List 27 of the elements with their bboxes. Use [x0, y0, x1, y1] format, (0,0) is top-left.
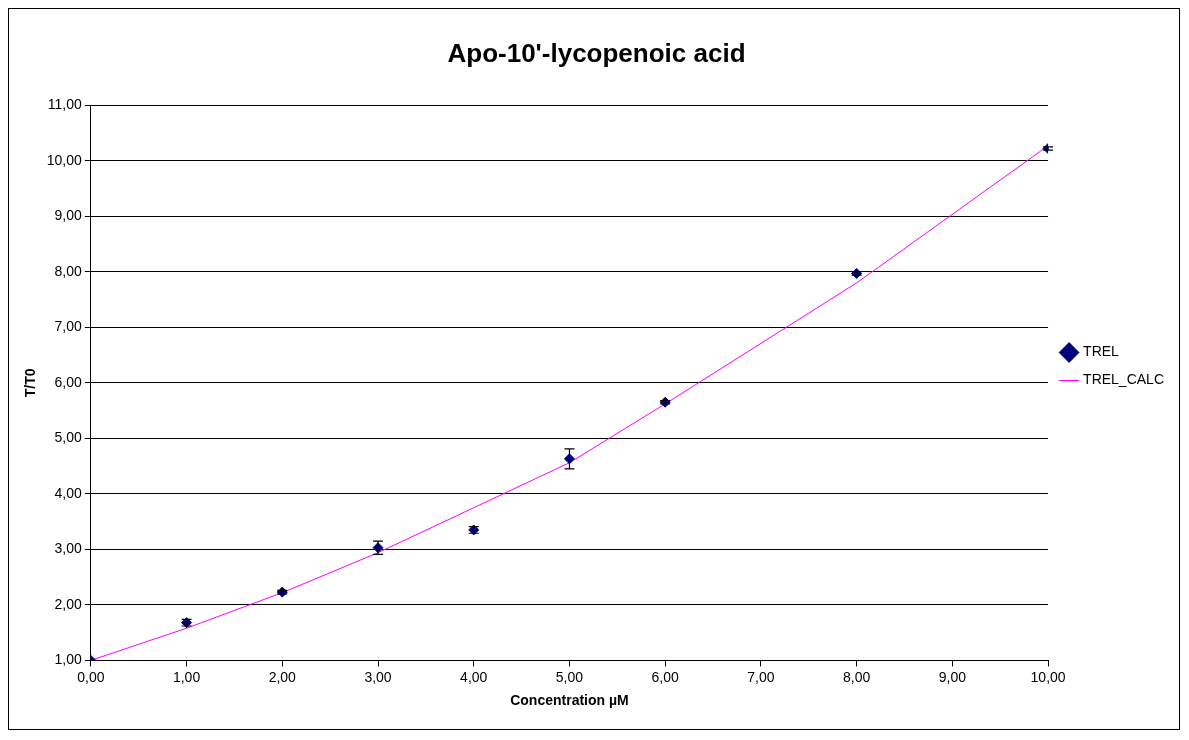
x-tick-label: 6,00 [651, 668, 680, 685]
x-tick-label: 9,00 [938, 668, 967, 685]
y-tick-label: 6,00 [54, 373, 83, 390]
x-tick-label: 7,00 [747, 668, 775, 685]
y-tick-label: 3,00 [54, 540, 83, 557]
x-tick-label: 10,00 [1030, 668, 1066, 685]
chart-title: Apo-10'-lycopenoic acid [447, 37, 746, 68]
x-tick-label: 0,00 [77, 668, 105, 685]
y-tick-label: 5,00 [54, 429, 83, 446]
y-tick-label: 1,00 [54, 651, 83, 668]
y-axis-title: T/T0 [22, 368, 39, 398]
y-tick-label: 4,00 [54, 484, 83, 501]
x-tick-label: 4,00 [460, 668, 488, 685]
x-tick-label: 1,00 [172, 668, 201, 685]
y-tick-label: 11,00 [47, 96, 83, 113]
y-tick-label: 2,00 [54, 595, 83, 612]
legend-label: TREL_CALC [1083, 371, 1164, 388]
legend-label: TREL [1083, 343, 1120, 360]
x-tick-label: 2,00 [268, 668, 297, 685]
x-tick-label: 8,00 [843, 668, 871, 685]
x-axis-title: Concentration µM [510, 692, 629, 709]
x-tick-label: 5,00 [555, 668, 584, 685]
y-tick-label: 7,00 [54, 318, 83, 335]
y-tick-label: 10,00 [46, 151, 83, 168]
y-tick-label: 8,00 [54, 262, 83, 279]
x-tick-label: 3,00 [364, 668, 392, 685]
y-tick-label: 9,00 [54, 207, 83, 224]
